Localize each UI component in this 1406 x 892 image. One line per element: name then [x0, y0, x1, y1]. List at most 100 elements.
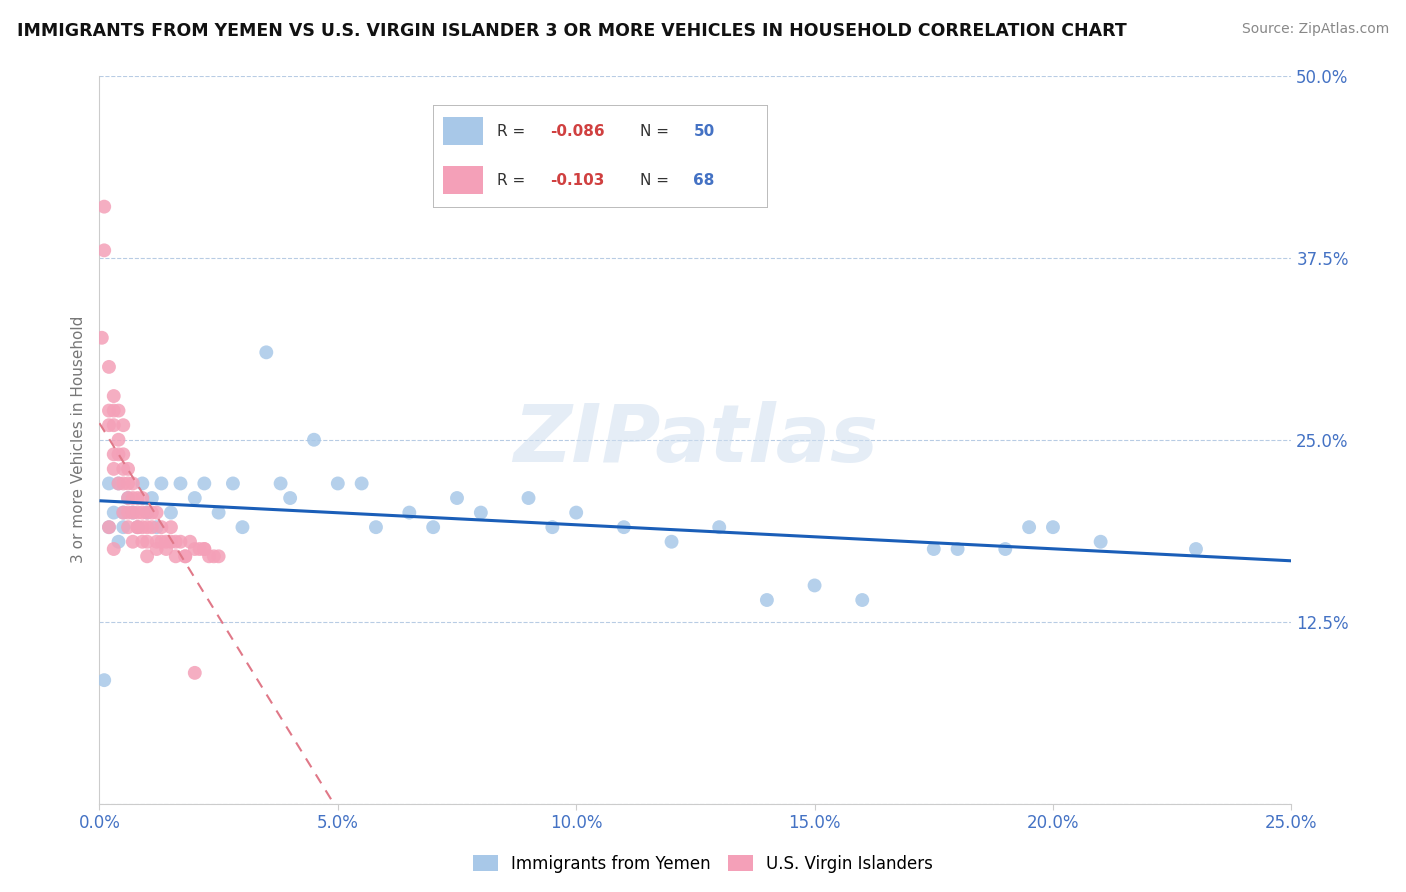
Point [98, 359, 121, 374]
Point [98, 403, 121, 417]
Point [278, 491, 301, 505]
Point [803, 578, 825, 592]
Point [150, 534, 173, 549]
Point [193, 541, 215, 556]
Point [169, 476, 191, 491]
Point [145, 506, 167, 520]
Point [131, 520, 153, 534]
Point [184, 541, 207, 556]
Point [127, 520, 149, 534]
Point [851, 593, 873, 607]
Point [127, 520, 149, 534]
Point [107, 476, 129, 491]
Point [160, 520, 183, 534]
Point [136, 520, 159, 534]
Y-axis label: 3 or more Vehicles in Household: 3 or more Vehicles in Household [72, 316, 86, 564]
Point [270, 476, 292, 491]
Point [1185, 541, 1208, 556]
Point [112, 476, 135, 491]
Point [150, 476, 173, 491]
Point [165, 549, 187, 564]
Point [103, 418, 125, 433]
Point [117, 476, 139, 491]
Point [121, 534, 143, 549]
Point [470, 506, 492, 520]
Point [160, 506, 183, 520]
Point [254, 345, 277, 359]
Point [188, 541, 211, 556]
Point [107, 403, 129, 417]
Point [103, 447, 125, 461]
Point [174, 549, 197, 564]
Point [112, 506, 135, 520]
Point [755, 593, 778, 607]
Point [112, 520, 135, 534]
Point [107, 447, 129, 461]
Point [98, 418, 121, 433]
Point [517, 491, 540, 505]
Point [103, 506, 125, 520]
Point [145, 541, 167, 556]
Point [107, 534, 129, 549]
Point [198, 549, 221, 564]
Point [1090, 534, 1112, 549]
Point [131, 491, 153, 505]
Point [446, 491, 468, 505]
Point [136, 506, 159, 520]
Point [169, 534, 191, 549]
Point [93, 244, 115, 258]
Point [145, 520, 167, 534]
Point [165, 534, 187, 549]
Point [103, 462, 125, 476]
Point [103, 541, 125, 556]
Point [155, 534, 177, 549]
Point [93, 200, 115, 214]
Point [121, 476, 143, 491]
Text: Source: ZipAtlas.com: Source: ZipAtlas.com [1241, 22, 1389, 37]
Point [422, 520, 444, 534]
Point [112, 418, 135, 433]
Point [141, 491, 163, 505]
Point [131, 506, 153, 520]
Point [131, 534, 153, 549]
Point [661, 534, 683, 549]
Point [302, 433, 325, 447]
Point [107, 476, 129, 491]
Point [141, 506, 163, 520]
Point [145, 534, 167, 549]
Point [709, 520, 731, 534]
Point [98, 520, 121, 534]
Point [613, 520, 636, 534]
Point [117, 462, 139, 476]
Point [231, 520, 253, 534]
Legend: Immigrants from Yemen, U.S. Virgin Islanders: Immigrants from Yemen, U.S. Virgin Islan… [467, 848, 939, 880]
Point [93, 673, 115, 687]
Point [121, 506, 143, 520]
Point [160, 534, 183, 549]
Point [541, 520, 564, 534]
Text: IMMIGRANTS FROM YEMEN VS U.S. VIRGIN ISLANDER 3 OR MORE VEHICLES IN HOUSEHOLD CO: IMMIGRANTS FROM YEMEN VS U.S. VIRGIN ISL… [17, 22, 1126, 40]
Point [922, 541, 945, 556]
Point [141, 520, 163, 534]
Point [184, 665, 207, 680]
Point [994, 541, 1017, 556]
Point [117, 491, 139, 505]
Point [107, 433, 129, 447]
Point [179, 534, 201, 549]
Point [174, 549, 197, 564]
Point [398, 506, 420, 520]
Point [121, 491, 143, 505]
Point [136, 534, 159, 549]
Point [127, 506, 149, 520]
Point [103, 389, 125, 403]
Point [946, 541, 969, 556]
Point [207, 506, 229, 520]
Point [112, 462, 135, 476]
Point [127, 520, 149, 534]
Point [136, 549, 159, 564]
Point [184, 491, 207, 505]
Text: ZIPatlas: ZIPatlas [513, 401, 877, 479]
Point [90, 331, 112, 345]
Point [112, 506, 135, 520]
Point [350, 476, 373, 491]
